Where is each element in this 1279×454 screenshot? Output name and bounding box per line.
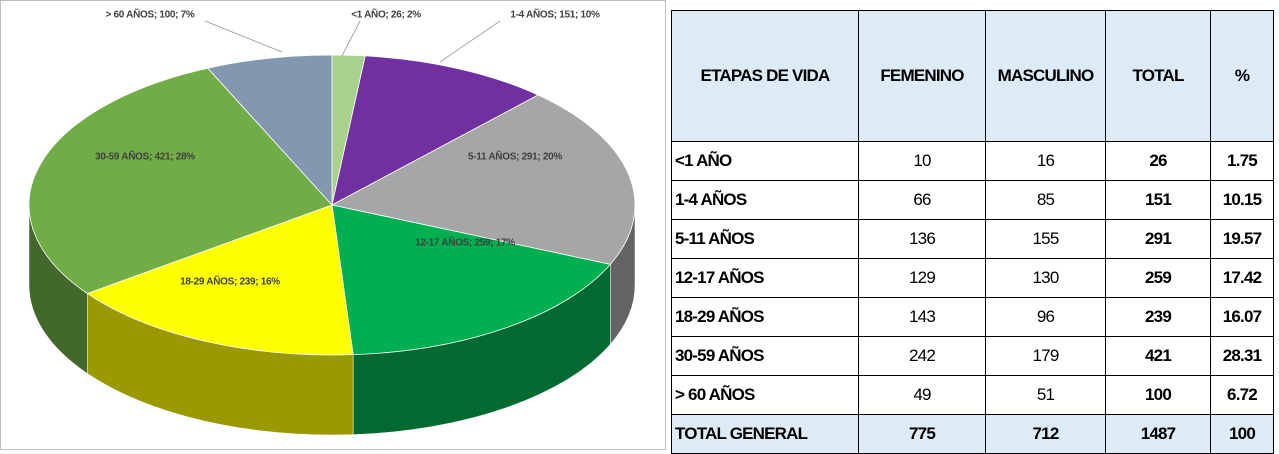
table-row: 18-29 AÑOS 143 96 239 16.07	[671, 297, 1274, 337]
table-cell: 239	[1105, 297, 1211, 337]
table-cell: 421	[1105, 336, 1211, 376]
table-cell: 259	[1105, 258, 1211, 298]
data-label: 1-4 AÑOS; 151; 10%	[510, 8, 600, 21]
table-cell: 712	[985, 414, 1106, 454]
table-cell: 291	[1105, 219, 1211, 259]
pie-slice	[206, 54, 333, 207]
table-cell: 130	[985, 258, 1106, 298]
table-cell: 143	[858, 297, 986, 337]
table-cell: 1-4 AÑOS	[671, 180, 859, 220]
table-cell: <1 AÑO	[671, 141, 859, 181]
table-cell: > 60 AÑOS	[671, 375, 859, 415]
table-cell: 155	[985, 219, 1106, 259]
data-label: <1 AÑO; 26; 2%	[351, 8, 421, 21]
table-cell: 16	[985, 141, 1106, 181]
header-cell: MASCULINO	[985, 10, 1106, 142]
table-row: 30-59 AÑOS 242 179 421 28.31	[671, 336, 1274, 376]
table-cell: 26	[1105, 141, 1211, 181]
header-cell: FEMENINO	[858, 10, 986, 142]
pie-slice	[330, 94, 636, 265]
table-cell: 6.72	[1210, 375, 1274, 415]
header-cell: ETAPAS DE VIDA	[671, 10, 859, 142]
table-cell: 10.15	[1210, 180, 1274, 220]
chart: <1 AÑO; 26; 2% 1-4 AÑOS; 151; 10% 5-11 AÑO…	[0, 0, 666, 450]
table-cell: 12-17 AÑOS	[671, 258, 859, 298]
table-row: 12-17 AÑOS 129 130 259 17.42	[671, 258, 1274, 298]
table-row: > 60 AÑOS 49 51 100 6.72	[671, 375, 1274, 415]
header-cell: %	[1210, 10, 1274, 142]
table-row: TOTAL GENERAL 775 712 1487 100	[671, 414, 1274, 454]
pie-slice	[331, 204, 612, 356]
table-cell: 136	[858, 219, 986, 259]
table-cell: 17.42	[1210, 258, 1274, 298]
data-label: > 60 AÑOS; 100; 7%	[106, 8, 195, 21]
table-cell: 129	[858, 258, 986, 298]
table-row: <1 AÑO 10 16 26 1.75	[671, 141, 1274, 181]
table-cell: 100	[1105, 375, 1211, 415]
table-cell: 30-59 AÑOS	[671, 336, 859, 376]
table-row: 5-11 AÑOS 136 155 291 19.57	[671, 219, 1274, 259]
table-cell: 66	[858, 180, 986, 220]
table-cell: 179	[985, 336, 1106, 376]
table-cell: 10	[858, 141, 986, 181]
table-cell: 18-29 AÑOS	[671, 297, 859, 337]
table-cell: 242	[858, 336, 986, 376]
table-cell: 96	[985, 297, 1106, 337]
header-cell: TOTAL	[1105, 10, 1211, 142]
table-cell: 16.07	[1210, 297, 1274, 337]
table-cell: 5-11 AÑOS	[671, 219, 859, 259]
table-cell: 28.31	[1210, 336, 1274, 376]
data-label: 12-17 AÑOS; 259; 17%	[415, 236, 515, 249]
table-cell: 85	[985, 180, 1106, 220]
table-cell: 775	[858, 414, 986, 454]
leader-line	[204, 20, 283, 53]
table-cell: 151	[1105, 180, 1211, 220]
table-cell: 51	[985, 375, 1106, 415]
table-cell: 1487	[1105, 414, 1211, 454]
table-cell: 1.75	[1210, 141, 1274, 181]
data-label: 18-29 AÑOS; 239; 16%	[180, 275, 280, 288]
table-cell: 100	[1210, 414, 1274, 454]
table-cell: 49	[858, 375, 986, 415]
leader-line	[439, 20, 501, 63]
leader-line	[341, 20, 361, 57]
data-label: 5-11 AÑOS; 291; 20%	[468, 150, 562, 163]
pie-slice	[331, 55, 539, 206]
table-cell: 19.57	[1210, 219, 1274, 259]
table-row: 1-4 AÑOS 66 85 151 10.15	[671, 180, 1274, 220]
pie-slice	[28, 67, 333, 294]
pie-slice	[86, 204, 354, 356]
data-table: ETAPAS DE VIDA FEMENINO MASCULINO TOTAL% <1 …	[671, 10, 1274, 454]
table-row: ETAPAS DE VIDA FEMENINO MASCULINO TOTAL%	[671, 10, 1274, 142]
table-cell: TOTAL GENERAL	[671, 414, 859, 454]
data-label: 30-59 AÑOS; 421; 28%	[95, 150, 195, 163]
